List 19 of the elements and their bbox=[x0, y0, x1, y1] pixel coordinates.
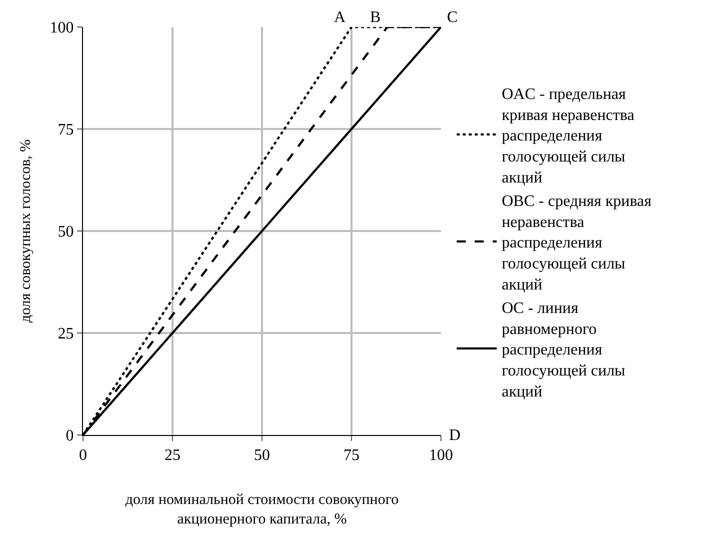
legend-label: OAC - предельная кривая неравенства распределения голосующей силы акций bbox=[502, 86, 634, 186]
x-tick-label: 50 bbox=[254, 447, 270, 464]
y-tick-label: 50 bbox=[58, 224, 74, 241]
text: D bbox=[449, 427, 461, 444]
x-tick-label: 0 bbox=[79, 447, 87, 464]
y-tick-label: 25 bbox=[58, 326, 74, 343]
x-tick-label: 100 bbox=[429, 447, 453, 464]
y-axis-title: доля совокупных голосов, % bbox=[18, 139, 34, 323]
x-tick-label: 25 bbox=[164, 447, 180, 464]
legend-label: OBC - средняя кривая неравенства распределения голосующей силы акций bbox=[502, 193, 652, 294]
annotation: C bbox=[447, 9, 458, 26]
annotation: B bbox=[370, 9, 381, 26]
legend-label: OC - линия равномерного распределения голосующей силы акций bbox=[502, 300, 626, 400]
x-axis-title: доля номинальной стоимости совокупного акционерного капитала, % bbox=[125, 492, 399, 528]
y-tick-label: 75 bbox=[58, 122, 74, 139]
x-tick-label: 75 bbox=[344, 447, 360, 464]
y-tick-label: 0 bbox=[66, 428, 74, 445]
y-tick-label: 100 bbox=[50, 20, 74, 37]
annotation: A bbox=[334, 9, 346, 26]
